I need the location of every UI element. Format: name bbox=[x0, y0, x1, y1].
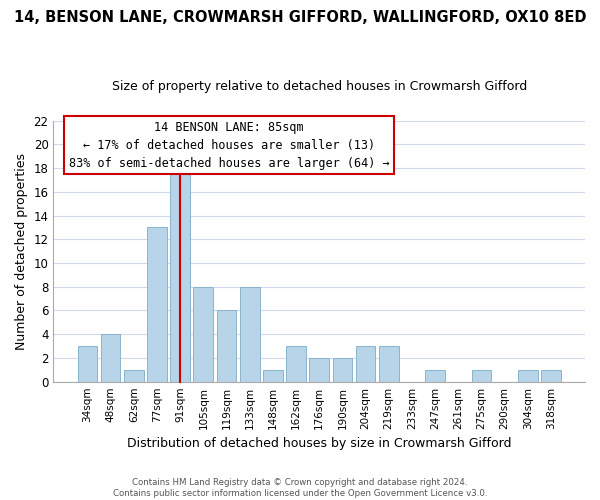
Bar bbox=[518, 370, 538, 382]
Y-axis label: Number of detached properties: Number of detached properties bbox=[15, 152, 28, 350]
Bar bbox=[124, 370, 143, 382]
Bar bbox=[77, 346, 97, 382]
Bar bbox=[101, 334, 121, 382]
Bar bbox=[217, 310, 236, 382]
Bar bbox=[379, 346, 398, 382]
Bar bbox=[541, 370, 561, 382]
Bar bbox=[240, 286, 260, 382]
Bar bbox=[193, 286, 213, 382]
Bar bbox=[310, 358, 329, 382]
Bar bbox=[286, 346, 306, 382]
Text: 14 BENSON LANE: 85sqm
← 17% of detached houses are smaller (13)
83% of semi-deta: 14 BENSON LANE: 85sqm ← 17% of detached … bbox=[68, 120, 389, 170]
Title: Size of property relative to detached houses in Crowmarsh Gifford: Size of property relative to detached ho… bbox=[112, 80, 527, 93]
Bar bbox=[170, 168, 190, 382]
Bar bbox=[472, 370, 491, 382]
Bar bbox=[356, 346, 376, 382]
Text: 14, BENSON LANE, CROWMARSH GIFFORD, WALLINGFORD, OX10 8ED: 14, BENSON LANE, CROWMARSH GIFFORD, WALL… bbox=[14, 10, 586, 25]
Bar bbox=[147, 228, 167, 382]
Text: Contains HM Land Registry data © Crown copyright and database right 2024.
Contai: Contains HM Land Registry data © Crown c… bbox=[113, 478, 487, 498]
X-axis label: Distribution of detached houses by size in Crowmarsh Gifford: Distribution of detached houses by size … bbox=[127, 437, 511, 450]
Bar bbox=[263, 370, 283, 382]
Bar bbox=[332, 358, 352, 382]
Bar bbox=[425, 370, 445, 382]
